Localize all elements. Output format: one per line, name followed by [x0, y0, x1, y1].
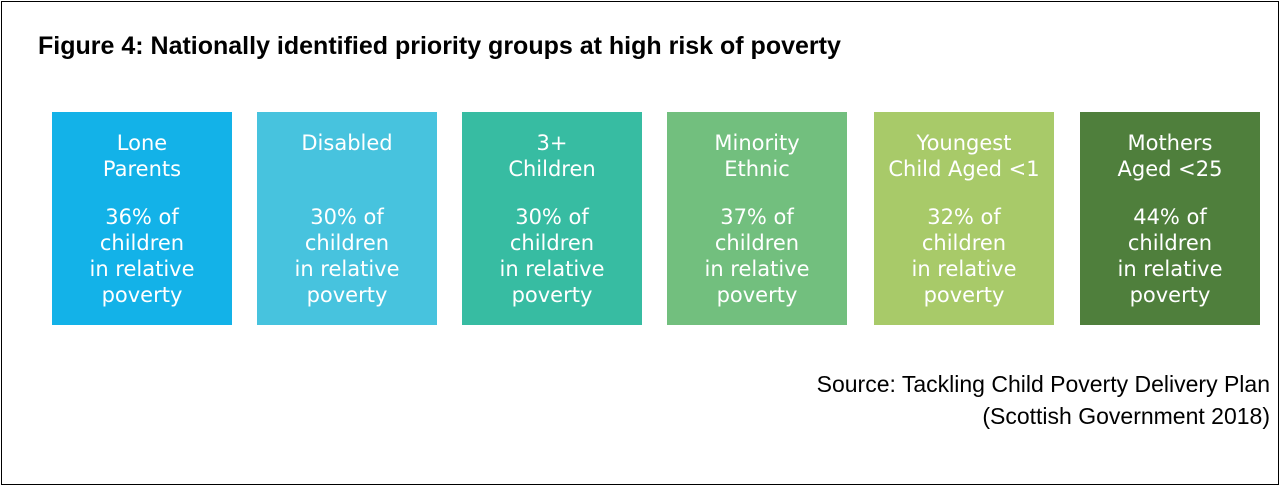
group-label: Lone Parents [102, 131, 182, 181]
source-citation: Source: Tackling Child Poverty Delivery … [817, 368, 1270, 432]
group-statistic: 32% of children in relative poverty [911, 205, 1017, 307]
group-card-youngest-child: Youngest Child Aged <1 32% of children i… [874, 112, 1054, 325]
group-card-lone-parents: Lone Parents 36% of children in relative… [52, 112, 232, 325]
group-statistic: 36% of children in relative poverty [89, 205, 195, 307]
priority-groups: Lone Parents 36% of children in relative… [52, 112, 1260, 325]
group-card-mothers-under-25: Mothers Aged <25 44% of children in rela… [1080, 112, 1260, 325]
group-label: Minority Ethnic [714, 131, 800, 181]
group-label: Youngest Child Aged <1 [888, 131, 1040, 181]
group-label: 3+ Children [508, 131, 596, 181]
group-statistic: 30% of children in relative poverty [294, 205, 400, 307]
group-statistic: 44% of children in relative poverty [1117, 205, 1223, 307]
group-label: Disabled [301, 131, 393, 155]
source-line-2: (Scottish Government 2018) [982, 403, 1270, 429]
figure-title: Figure 4: Nationally identified priority… [38, 32, 841, 60]
group-label: Mothers Aged <25 [1117, 131, 1223, 181]
group-card-minority-ethnic: Minority Ethnic 37% of children in relat… [667, 112, 847, 325]
group-statistic: 30% of children in relative poverty [499, 205, 605, 307]
source-line-1: Source: Tackling Child Poverty Delivery … [816, 371, 1270, 397]
group-statistic: 37% of children in relative poverty [704, 205, 810, 307]
group-card-3-plus-children: 3+ Children 30% of children in relative … [462, 112, 642, 325]
group-card-disabled: Disabled 30% of children in relative pov… [257, 112, 437, 325]
